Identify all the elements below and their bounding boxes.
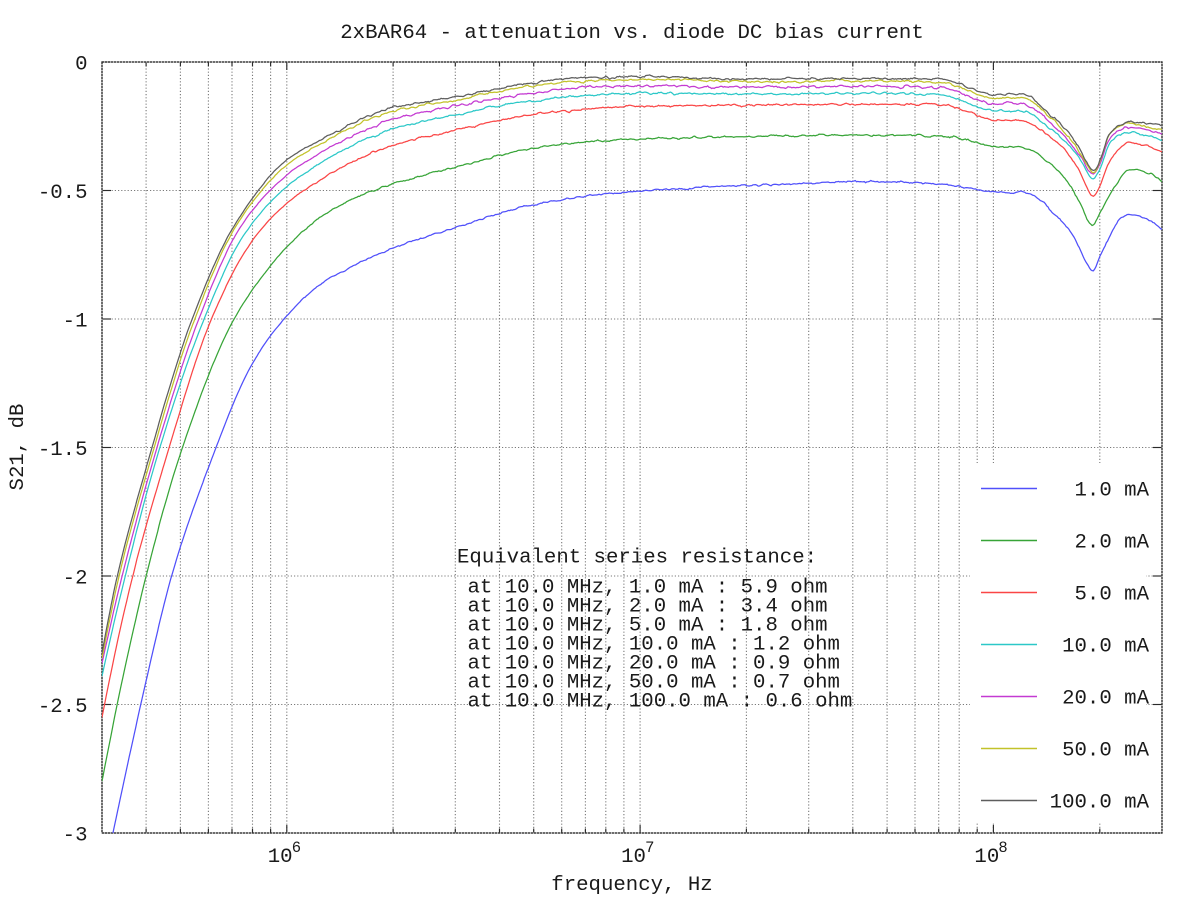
svg-text:100.0 mA: 100.0 mA bbox=[1050, 792, 1150, 815]
svg-text:-2: -2 bbox=[63, 568, 88, 591]
svg-text:-1.5: -1.5 bbox=[38, 439, 88, 462]
svg-text:at 10.0 MHz, 100.0 mA : 0.6 oh: at 10.0 MHz, 100.0 mA : 0.6 ohm bbox=[468, 691, 853, 714]
svg-text:at 10.0 MHz, 50.0 mA : 0.7 ohm: at 10.0 MHz, 50.0 mA : 0.7 ohm bbox=[468, 672, 840, 695]
svg-text:-0.5: -0.5 bbox=[38, 182, 88, 205]
svg-text:at 10.0 MHz, 1.0 mA : 5.9 ohm: at 10.0 MHz, 1.0 mA : 5.9 ohm bbox=[468, 577, 828, 600]
svg-text:10: 10 bbox=[974, 846, 999, 869]
svg-text:-2.5: -2.5 bbox=[38, 696, 88, 719]
svg-text:20.0 mA: 20.0 mA bbox=[1062, 688, 1149, 711]
svg-text:1.0 mA: 1.0 mA bbox=[1075, 480, 1150, 503]
svg-text:at 10.0 MHz, 20.0 mA : 0.9 ohm: at 10.0 MHz, 20.0 mA : 0.9 ohm bbox=[468, 653, 840, 676]
svg-text:6: 6 bbox=[292, 839, 301, 857]
svg-text:0: 0 bbox=[75, 54, 87, 77]
svg-text:at 10.0 MHz, 5.0 mA : 1.8 ohm: at 10.0 MHz, 5.0 mA : 1.8 ohm bbox=[468, 615, 828, 638]
svg-text:S21, dB: S21, dB bbox=[7, 404, 30, 491]
svg-text:at 10.0 MHz, 2.0 mA : 3.4 ohm: at 10.0 MHz, 2.0 mA : 3.4 ohm bbox=[468, 596, 828, 619]
svg-text:at 10.0 MHz, 10.0 mA : 1.2 ohm: at 10.0 MHz, 10.0 mA : 1.2 ohm bbox=[468, 634, 840, 657]
svg-text:10: 10 bbox=[268, 846, 293, 869]
svg-text:-3: -3 bbox=[63, 825, 88, 848]
svg-text:10.0 mA: 10.0 mA bbox=[1062, 636, 1149, 659]
svg-text:7: 7 bbox=[645, 839, 654, 857]
svg-text:frequency, Hz: frequency, Hz bbox=[551, 874, 712, 897]
svg-text:-1: -1 bbox=[63, 311, 88, 334]
svg-text:8: 8 bbox=[998, 839, 1007, 857]
svg-text:Equivalent series resistance:: Equivalent series resistance: bbox=[457, 547, 817, 570]
svg-text:2.0 mA: 2.0 mA bbox=[1075, 532, 1150, 555]
svg-text:50.0 mA: 50.0 mA bbox=[1062, 740, 1149, 763]
svg-text:2xBAR64 - attenuation vs. diod: 2xBAR64 - attenuation vs. diode DC bias … bbox=[340, 22, 923, 45]
svg-text:10: 10 bbox=[621, 846, 646, 869]
svg-text:5.0 mA: 5.0 mA bbox=[1075, 584, 1150, 607]
